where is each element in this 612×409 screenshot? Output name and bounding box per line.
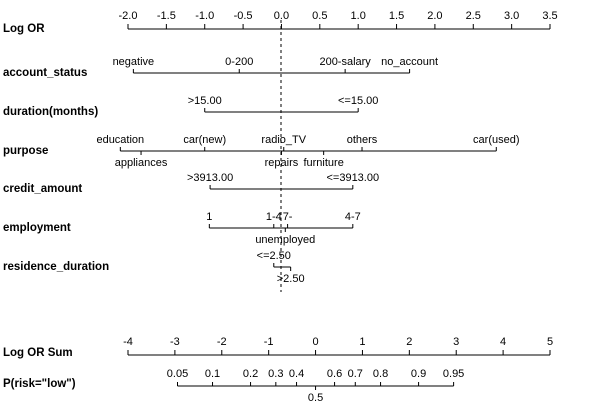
level-label: no_account	[381, 56, 438, 68]
tick-label: 0.2	[243, 368, 258, 380]
level-label: negative	[113, 56, 155, 68]
tick-label: -2	[217, 336, 227, 348]
level-label: 1	[206, 211, 212, 223]
tick-label: 0.95	[443, 368, 464, 380]
variable-name: residence_duration	[3, 261, 109, 273]
level-label: <=15.00	[338, 95, 378, 107]
tick-label: 0.05	[167, 368, 188, 380]
tick-label: 1.0	[351, 10, 366, 22]
tick-label: -3	[170, 336, 180, 348]
level-label: unemployed	[255, 234, 315, 246]
tick-label: 2.5	[466, 10, 481, 22]
axis-label: Log OR	[3, 23, 45, 35]
tick-label: 3.0	[504, 10, 519, 22]
tick-label: 0	[312, 336, 318, 348]
level-label: car(new)	[183, 134, 226, 146]
tick-label: 1.5	[389, 10, 404, 22]
tick-label: 0.8	[373, 368, 388, 380]
tick-label: 0.0	[274, 10, 289, 22]
level-label: repairs	[265, 157, 299, 169]
tick-label: 0.3	[268, 368, 283, 380]
tick-label: -1	[264, 336, 274, 348]
variable-name: employment	[3, 222, 71, 234]
tick-label: -4	[123, 336, 133, 348]
tick-label: 5	[547, 336, 553, 348]
tick-label: 0.7	[348, 368, 363, 380]
tick-label: -2.0	[119, 10, 138, 22]
level-label: >3913.00	[187, 172, 233, 184]
level-label: <=2.50	[257, 250, 291, 262]
tick-label: 4	[500, 336, 506, 348]
axis-label: P(risk="low")	[3, 378, 76, 390]
level-label: >2.50	[277, 273, 305, 285]
tick-label: 0.1	[205, 368, 220, 380]
level-label: radio_TV	[261, 134, 306, 146]
level-label: car(used)	[473, 134, 519, 146]
tick-label: 0.6	[327, 368, 342, 380]
tick-label: 0.5	[308, 392, 323, 404]
tick-label: 0.5	[312, 10, 327, 22]
variable-name: account_status	[3, 67, 87, 79]
tick-label: -1.5	[157, 10, 176, 22]
level-label: 4-7	[345, 211, 361, 223]
level-label: 200-salary	[319, 56, 371, 68]
tick-label: 0.4	[289, 368, 304, 380]
tick-label: 3.5	[542, 10, 557, 22]
tick-label: 2	[406, 336, 412, 348]
tick-label: -0.5	[234, 10, 253, 22]
level-label: <=3913.00	[326, 172, 379, 184]
axis-label: Log OR Sum	[3, 347, 73, 359]
level-label: >15.00	[188, 95, 222, 107]
level-label: 0-200	[225, 56, 253, 68]
level-label: others	[347, 134, 378, 146]
variable-name: credit_amount	[3, 183, 82, 195]
variable-name: duration(months)	[3, 106, 98, 118]
level-label: education	[96, 134, 144, 146]
level-label: 1-4	[266, 211, 282, 223]
tick-label: 2.0	[427, 10, 442, 22]
tick-label: 1	[359, 336, 365, 348]
tick-label: 3	[453, 336, 459, 348]
variable-name: purpose	[3, 145, 48, 157]
level-label: appliances	[115, 157, 168, 169]
tick-label: -1.0	[195, 10, 214, 22]
level-label: furniture	[303, 157, 343, 169]
level-label: 7-	[283, 211, 293, 223]
tick-label: 0.9	[411, 368, 426, 380]
